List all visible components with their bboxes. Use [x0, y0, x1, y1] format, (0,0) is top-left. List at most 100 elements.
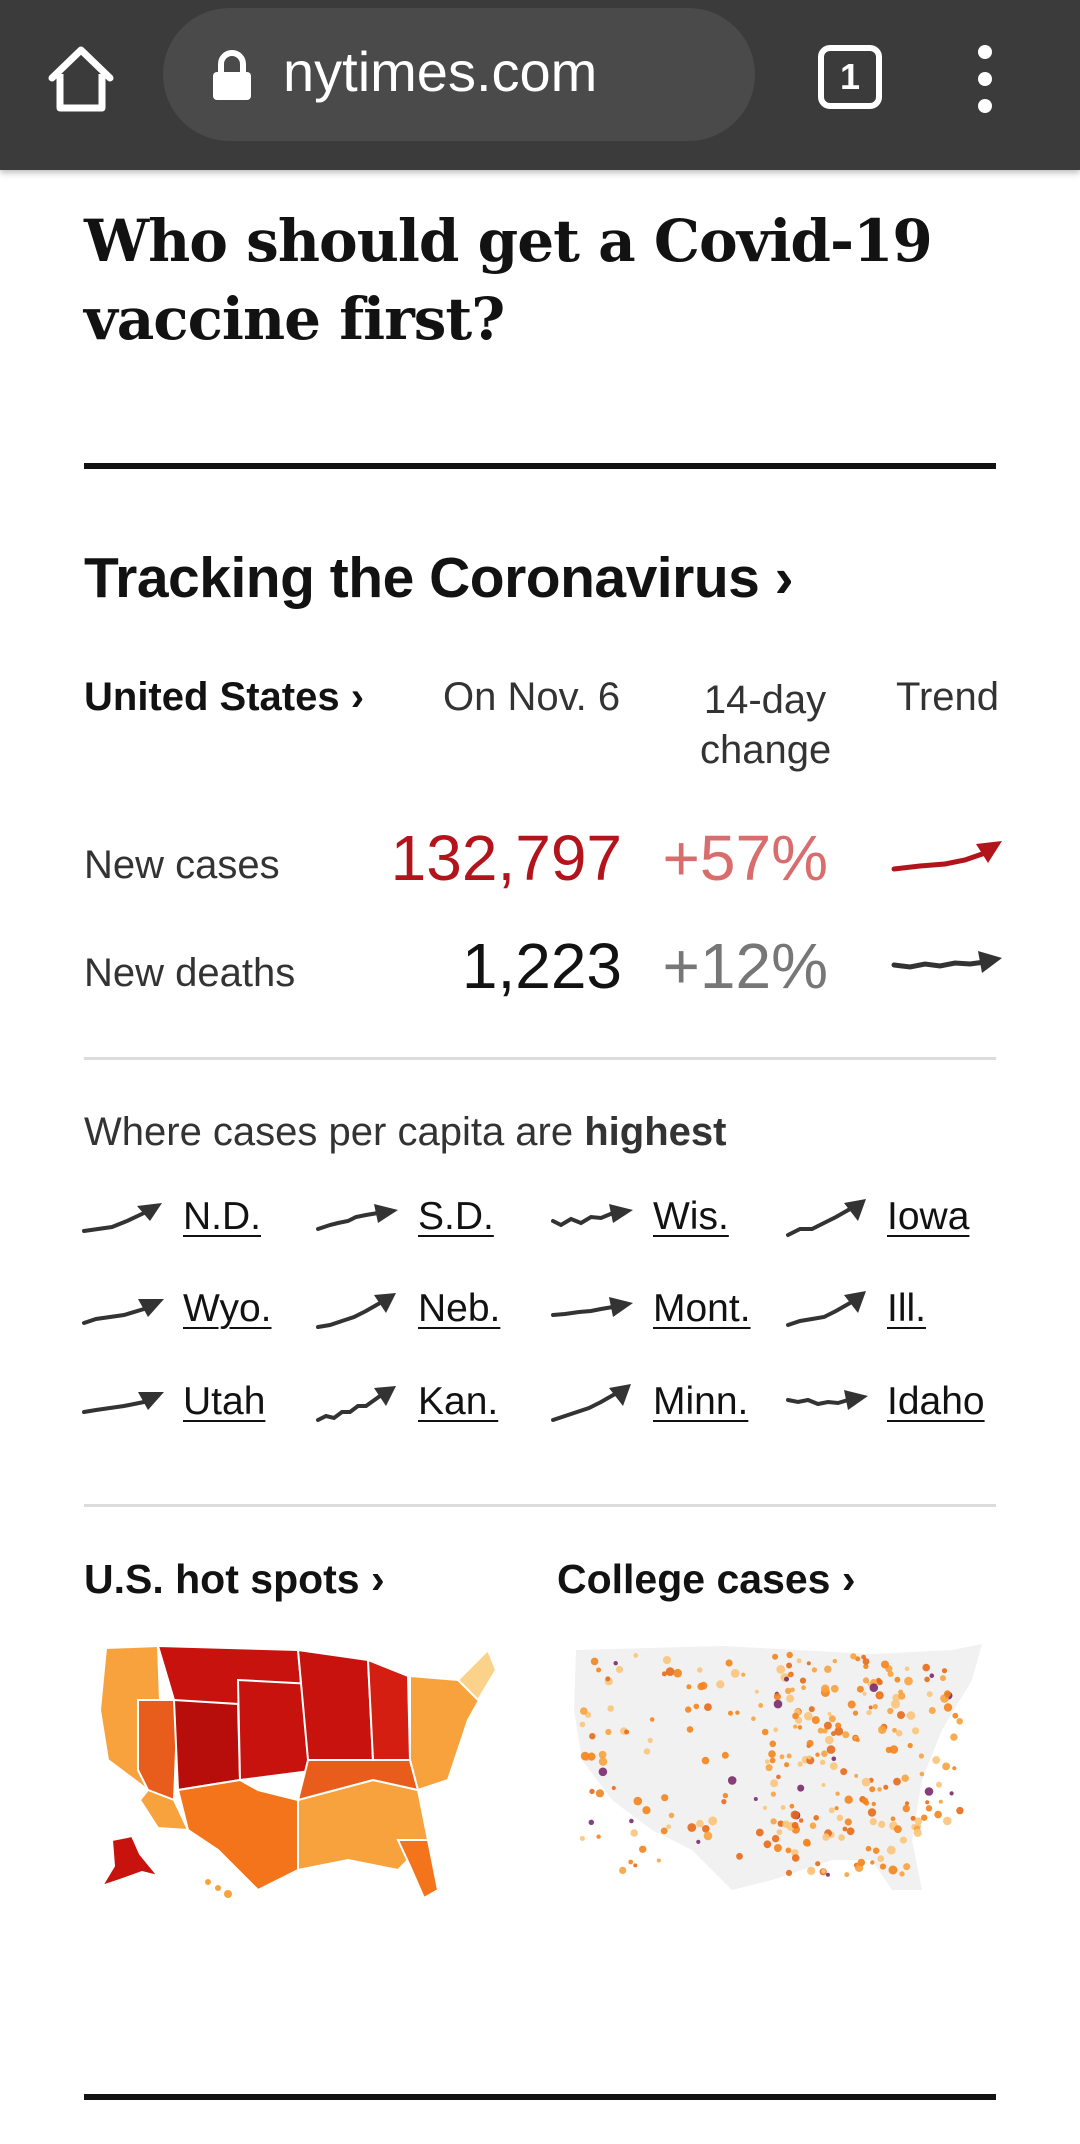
hot-spots-link[interactable]: U.S. hot spots › — [84, 1556, 385, 1602]
college-dot — [660, 1827, 668, 1835]
section-divider — [84, 463, 996, 469]
college-dot — [895, 1729, 903, 1737]
college-dot — [598, 1757, 608, 1766]
college-dot — [892, 1727, 897, 1733]
url-bar[interactable]: nytimes.com — [163, 8, 755, 141]
deaths-trend-arrow-icon — [891, 951, 1002, 973]
state-link-wyo[interactable]: Wyo. — [183, 1287, 272, 1330]
college-dot — [942, 1762, 950, 1771]
college-dot — [919, 1771, 925, 1777]
college-dot — [687, 1823, 697, 1832]
college-dot — [808, 1706, 815, 1713]
cases-value: 132,797 — [390, 822, 622, 894]
college-dot — [755, 1828, 764, 1837]
college-dot — [673, 1668, 682, 1678]
college-dot — [928, 1707, 936, 1714]
trend-arrow-icon — [316, 1204, 398, 1231]
article-headline[interactable]: Who should get a Covid-19 vaccine first? — [84, 207, 933, 353]
college-cases-link[interactable]: College cases › — [557, 1556, 856, 1602]
college-dot — [790, 1810, 800, 1820]
college-dot — [878, 1725, 887, 1734]
college-dot — [852, 1710, 859, 1716]
column-change: 14-day change — [700, 675, 831, 775]
college-dot — [821, 1783, 826, 1787]
college-dot — [762, 1805, 768, 1810]
us-hotspots-map[interactable] — [98, 1640, 508, 1900]
college-cases-map[interactable] — [572, 1640, 992, 1900]
state-link-utah[interactable]: Utah — [183, 1380, 266, 1423]
college-dot — [630, 1829, 638, 1837]
state-link-wis[interactable]: Wis. — [653, 1195, 729, 1238]
tracker-title-link[interactable]: Tracking the Coronavirus › — [84, 546, 794, 610]
region-link[interactable]: United States › — [84, 675, 365, 719]
college-dot — [826, 1745, 836, 1754]
row-label-deaths: New deaths — [84, 951, 296, 995]
college-dots — [579, 1651, 964, 1878]
state-link-ill[interactable]: Ill. — [887, 1287, 926, 1330]
college-dot — [792, 1712, 799, 1720]
state-link-iowa[interactable]: Iowa — [887, 1195, 970, 1238]
college-dot — [696, 1819, 704, 1828]
college-dot — [815, 1752, 820, 1757]
college-dot — [773, 1699, 783, 1709]
college-dot — [770, 1779, 779, 1788]
trend-arrow-icon — [82, 1203, 162, 1233]
college-dot — [835, 1722, 842, 1729]
state-link-kan[interactable]: Kan. — [418, 1380, 499, 1423]
home-icon[interactable] — [44, 42, 118, 116]
college-dot — [821, 1868, 826, 1874]
college-dot — [704, 1703, 712, 1711]
college-dot — [615, 1665, 624, 1674]
college-dot — [721, 1799, 727, 1805]
college-dot — [823, 1721, 832, 1730]
overflow-menu-icon[interactable] — [970, 45, 1000, 115]
college-dot — [861, 1654, 866, 1660]
college-dot — [662, 1656, 672, 1665]
college-dot — [862, 1658, 870, 1665]
college-dot — [735, 1710, 740, 1715]
college-dot — [891, 1699, 900, 1709]
college-dot — [815, 1861, 821, 1867]
college-dot — [721, 1751, 729, 1759]
college-dot — [925, 1800, 930, 1805]
college-dot — [898, 1692, 906, 1700]
college-dot — [770, 1818, 777, 1825]
highest-emphasis: highest — [584, 1110, 727, 1154]
college-dot — [777, 1820, 784, 1827]
college-dot — [844, 1795, 853, 1804]
college-dot — [878, 1820, 886, 1828]
college-dot — [894, 1825, 902, 1834]
college-dot — [798, 1818, 804, 1823]
college-dot — [686, 1726, 694, 1733]
state-link-idaho[interactable]: Idaho — [887, 1380, 985, 1423]
college-dot — [656, 1858, 661, 1863]
college-dot — [784, 1762, 790, 1768]
college-dot — [822, 1833, 830, 1841]
deaths-value: 1,223 — [461, 930, 622, 1002]
url-text: nytimes.com — [283, 40, 598, 103]
college-dot — [605, 1728, 612, 1736]
college-dot — [846, 1827, 855, 1836]
college-dot — [943, 1690, 951, 1698]
college-dot — [741, 1672, 746, 1677]
state-link-minn[interactable]: Minn. — [653, 1380, 749, 1423]
cases-change: +57% — [662, 822, 828, 894]
college-dot — [730, 1669, 740, 1678]
college-dot — [863, 1800, 870, 1806]
college-dot — [702, 1825, 710, 1833]
college-dot — [868, 1705, 873, 1710]
state-link-neb[interactable]: Neb. — [418, 1287, 501, 1330]
state-link-mont[interactable]: Mont. — [653, 1287, 751, 1330]
college-dot — [897, 1711, 905, 1720]
college-dot — [865, 1845, 872, 1852]
college-dot — [708, 1816, 718, 1826]
state-link-nd[interactable]: N.D. — [183, 1195, 261, 1238]
state-link-sd[interactable]: S.D. — [418, 1195, 494, 1238]
college-dot — [899, 1871, 905, 1877]
tab-switcher-button[interactable]: 1 — [818, 45, 882, 109]
college-dot — [754, 1689, 759, 1694]
college-dot — [899, 1836, 907, 1844]
college-dot — [902, 1804, 910, 1813]
college-dot — [850, 1653, 857, 1660]
college-dot — [797, 1784, 805, 1792]
